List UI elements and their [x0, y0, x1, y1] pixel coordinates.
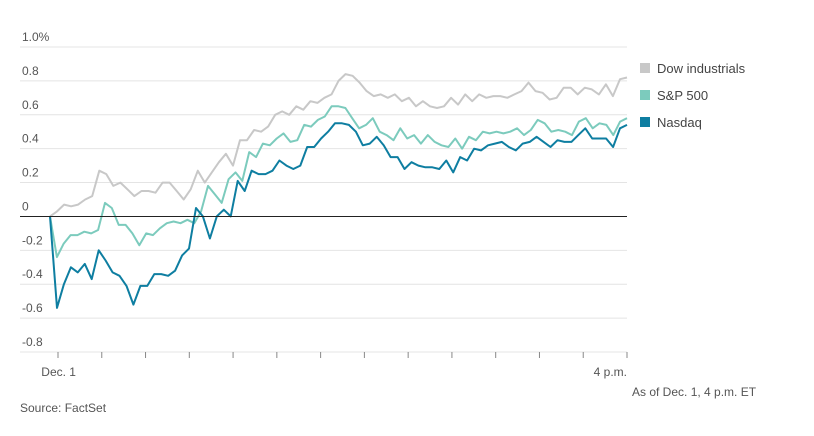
x-tick-label: 4 p.m. — [594, 365, 627, 379]
legend: Dow industrials S&P 500 Nasdaq — [640, 61, 746, 130]
y-tick-label: -0.8 — [22, 335, 43, 349]
legend-swatch — [640, 90, 650, 100]
y-tick-label: 1.0% — [22, 30, 50, 44]
series-line-dow-industrials — [49, 73, 628, 218]
y-tick-label: -0.2 — [22, 233, 43, 247]
y-tick-label: 0 — [22, 199, 29, 213]
x-axis: Dec. 1 4 p.m. — [41, 352, 628, 379]
series-lines — [49, 73, 628, 309]
source-note: Source: FactSet — [20, 401, 107, 415]
as-of-note: As of Dec. 1, 4 p.m. ET — [632, 385, 757, 399]
y-tick-label: 0.8 — [22, 64, 39, 78]
y-tick-label: 0.4 — [22, 132, 39, 146]
legend-label: Nasdaq — [657, 115, 702, 130]
legend-swatch — [640, 63, 650, 73]
series-line-s-p-500 — [49, 105, 628, 259]
x-tick-label: Dec. 1 — [41, 365, 76, 379]
legend-label: S&P 500 — [657, 88, 708, 103]
y-tick-label: -0.6 — [22, 301, 43, 315]
y-axis: -0.8 -0.6 -0.4 -0.2 0 0.2 0.4 0.6 0.8 1.0% — [22, 30, 50, 349]
y-tick-label: 0.2 — [22, 166, 39, 180]
series-line-nasdaq — [49, 122, 628, 309]
y-tick-label: -0.4 — [22, 267, 43, 281]
grid — [20, 46, 627, 353]
y-tick-label: 0.6 — [22, 98, 39, 112]
legend-label: Dow industrials — [657, 61, 746, 76]
legend-swatch — [640, 117, 650, 127]
